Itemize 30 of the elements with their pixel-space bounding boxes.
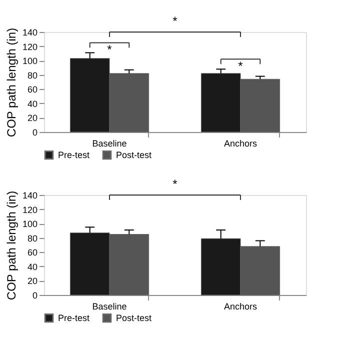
y-tick-label: 140 xyxy=(22,28,38,38)
legend-label: Pre-test xyxy=(58,313,90,324)
legend-label: Post-test xyxy=(116,150,152,160)
y-tick-label: 60 xyxy=(27,248,38,258)
text: * xyxy=(172,14,178,28)
x-tick-label: Anchors xyxy=(224,302,258,312)
y-tick-label: 60 xyxy=(27,84,38,95)
y-tick-label: 140 xyxy=(22,190,38,200)
y-tick-label: 20 xyxy=(27,113,38,124)
x-tick-label: Baseline xyxy=(92,138,127,148)
y-tick-label: 120 xyxy=(22,42,38,52)
text: * xyxy=(172,177,178,191)
y-tick-label: 100 xyxy=(22,219,38,230)
y-axis-title: COP path length (in) xyxy=(4,190,18,300)
x-tick-label: Anchors xyxy=(224,138,258,148)
y-tick-label: 20 xyxy=(27,276,38,286)
y-tick-label: 40 xyxy=(27,262,38,272)
legend-label: Pre-test xyxy=(58,150,90,160)
y-axis-title: COP path length (in) xyxy=(4,28,18,138)
y-tick-label: 0 xyxy=(32,128,38,138)
y-tick-label: 100 xyxy=(22,56,38,66)
y-tick-label: 40 xyxy=(27,98,38,109)
y-tick-label: 120 xyxy=(22,204,38,215)
y-tick-label: 80 xyxy=(27,70,38,80)
y-tick-label: 0 xyxy=(32,290,38,300)
annotation: * xyxy=(238,59,244,74)
annotation: * xyxy=(107,42,112,57)
x-tick-label: Baseline xyxy=(92,302,127,312)
y-tick-label: 80 xyxy=(27,233,38,244)
legend-label: Post-test xyxy=(116,313,152,324)
